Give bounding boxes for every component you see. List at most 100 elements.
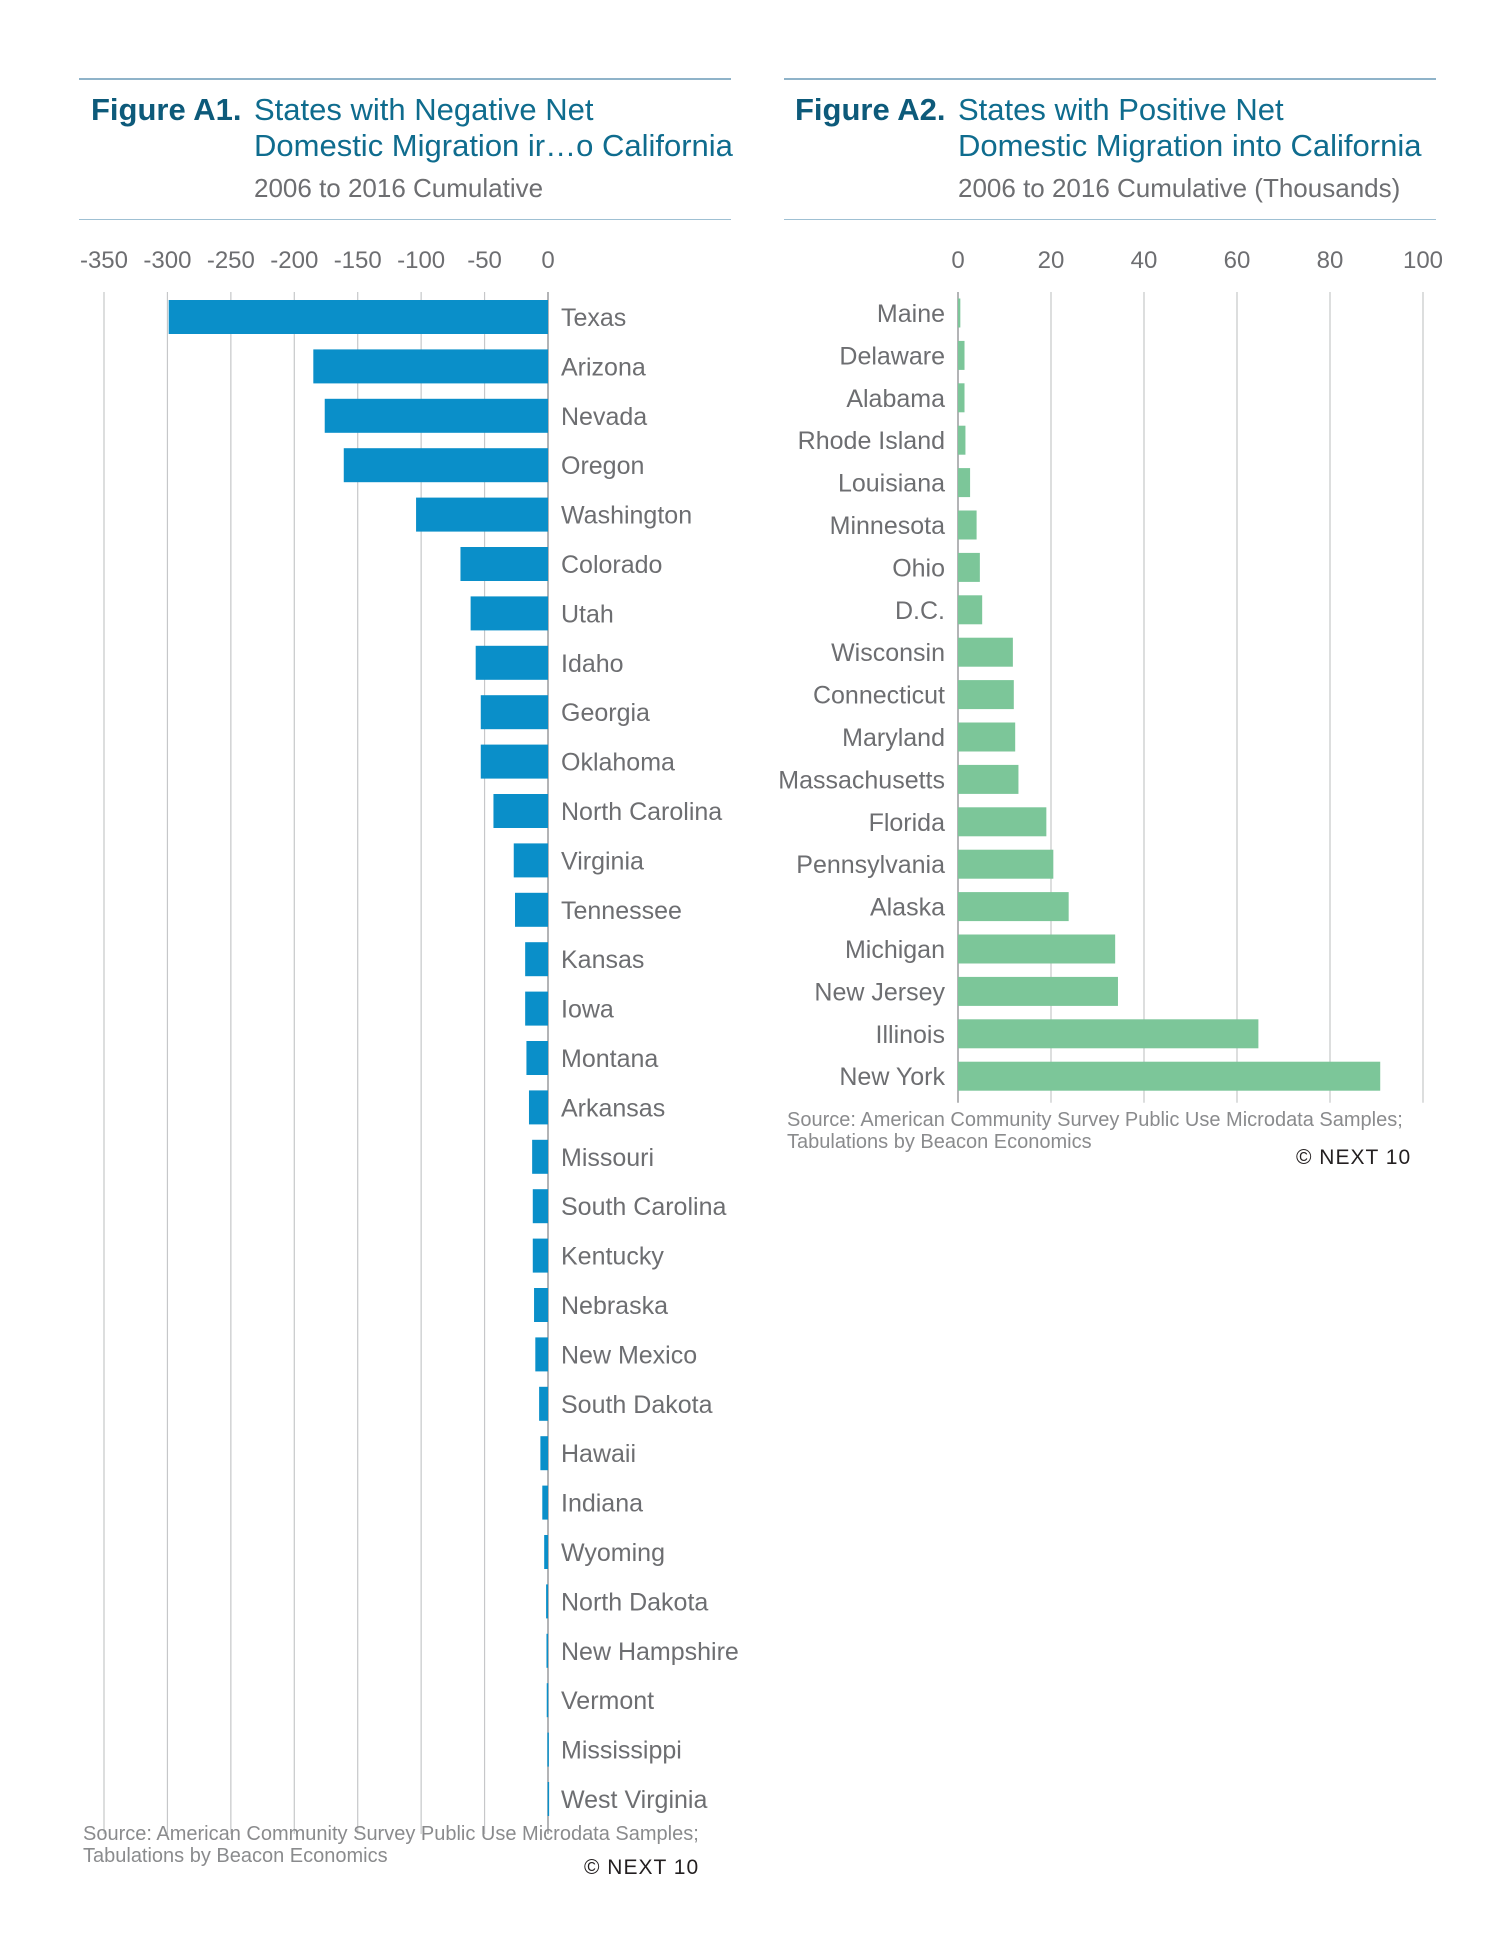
bar <box>513 843 548 878</box>
bar <box>958 637 1013 667</box>
x-tick-label: -250 <box>207 247 255 274</box>
figure-subtitle: 2006 to 2016 Cumulative (Thousands) <box>958 173 1401 203</box>
bar <box>324 398 548 433</box>
category-label: Maryland <box>842 724 945 752</box>
category-label: Indiana <box>561 1490 643 1518</box>
bar <box>480 744 548 779</box>
bar <box>534 1288 548 1322</box>
bar <box>493 794 548 828</box>
bar <box>958 764 1019 794</box>
copyright-label: © NEXT 10 <box>1296 1146 1412 1169</box>
category-label: Pennsylvania <box>796 851 945 879</box>
bar <box>475 645 548 680</box>
bar <box>540 1436 548 1471</box>
category-label: Utah <box>561 600 614 628</box>
category-label: D.C. <box>895 597 945 625</box>
category-label: Idaho <box>561 650 624 678</box>
x-tick-label: -350 <box>80 247 128 274</box>
bar <box>532 1238 548 1273</box>
x-tick-label: 100 <box>1403 247 1443 274</box>
bar <box>958 934 1116 964</box>
bar <box>532 1189 548 1224</box>
x-tick-label: 60 <box>1224 247 1251 274</box>
x-tick-label: 20 <box>1038 247 1065 274</box>
bar <box>958 425 966 455</box>
category-label: Alabama <box>846 385 945 413</box>
bar <box>958 1061 1381 1091</box>
category-label: Hawaii <box>561 1440 636 1468</box>
negative-migration-bar-chart: -350 -300 -250 -200 -150 -100 -50 0 Texas Arizon… <box>80 247 739 1834</box>
bar <box>470 596 548 631</box>
bar <box>547 1782 550 1816</box>
category-label: Oregon <box>561 452 644 480</box>
figure-a1-panel: Figure A1. States with Negative Net Dome… <box>0 0 754 1936</box>
category-label: Vermont <box>561 1687 654 1715</box>
category-label: West Virginia <box>561 1786 707 1814</box>
category-label: Iowa <box>561 996 614 1024</box>
category-label: Arizona <box>561 353 646 381</box>
header-rule <box>784 219 1436 220</box>
bar <box>539 1386 548 1421</box>
bar <box>546 1633 548 1668</box>
figure-title-line-1: States with Positive Net <box>958 92 1284 127</box>
bar <box>546 1584 548 1619</box>
copyright-label: © NEXT 10 <box>584 1856 700 1879</box>
category-label: North Carolina <box>561 798 722 826</box>
bar <box>416 497 548 532</box>
x-tick-label: 0 <box>951 247 964 274</box>
bar <box>958 722 1016 752</box>
bar <box>958 1019 1259 1049</box>
category-label: Nebraska <box>561 1292 668 1320</box>
category-label: Washington <box>561 502 692 530</box>
category-label: Wyoming <box>561 1539 665 1567</box>
bar <box>958 383 965 413</box>
category-label: Kansas <box>561 946 644 974</box>
category-label: South Carolina <box>561 1193 726 1221</box>
category-label: Colorado <box>561 551 662 579</box>
source-line-2: Tabulations by Beacon Economics <box>787 1131 1092 1153</box>
category-label: Texas <box>561 304 626 332</box>
figure-number: Figure A2. <box>795 92 946 127</box>
figure-title-line-1: States with Negative Net <box>254 92 594 127</box>
category-label: Illinois <box>876 1021 945 1049</box>
category-label: Delaware <box>839 342 945 370</box>
figure-heading: Figure A2. <box>795 92 945 128</box>
x-tick-label: -50 <box>467 247 502 274</box>
category-label: Minnesota <box>830 512 945 540</box>
figure-subtitle: 2006 to 2016 Cumulative <box>254 173 544 203</box>
category-label: New Hampshire <box>561 1638 739 1666</box>
bar <box>460 547 548 581</box>
category-label: Virginia <box>561 847 644 875</box>
bar <box>525 942 548 977</box>
x-tick-label: 80 <box>1317 247 1344 274</box>
bar <box>546 1683 549 1718</box>
category-labels: Maine Delaware Alabama Rhode Island Louisian… <box>778 300 945 1091</box>
category-label: Connecticut <box>813 682 945 710</box>
source-line-1: Source: American Community Survey Public… <box>787 1109 1403 1131</box>
x-axis-ticks: 0 20 40 60 80 100 <box>951 247 1443 274</box>
bar <box>528 1090 548 1125</box>
category-label: Michigan <box>845 936 945 964</box>
x-tick-label: -150 <box>334 247 382 274</box>
category-label: Louisiana <box>838 470 945 498</box>
bar <box>958 807 1047 837</box>
category-label: Maine <box>877 300 945 328</box>
category-label: Mississippi <box>561 1737 682 1765</box>
category-label: Nevada <box>561 403 647 431</box>
bar <box>958 849 1054 879</box>
category-label: South Dakota <box>561 1391 713 1419</box>
bar <box>542 1485 548 1520</box>
category-label: Montana <box>561 1045 658 1073</box>
category-label: Missouri <box>561 1144 654 1172</box>
bar <box>526 1041 548 1075</box>
top-rule <box>79 78 731 80</box>
category-label: Wisconsin <box>831 639 945 667</box>
category-labels: Texas Arizona Nevada Oregon Washington Colora… <box>561 304 739 1814</box>
bars <box>168 300 550 1816</box>
bar <box>525 991 548 1026</box>
category-label: Oklahoma <box>561 749 675 777</box>
bar <box>958 340 965 370</box>
category-label: North Dakota <box>561 1588 708 1616</box>
bar <box>535 1337 548 1372</box>
source-line-1: Source: American Community Survey Public… <box>83 1823 699 1845</box>
